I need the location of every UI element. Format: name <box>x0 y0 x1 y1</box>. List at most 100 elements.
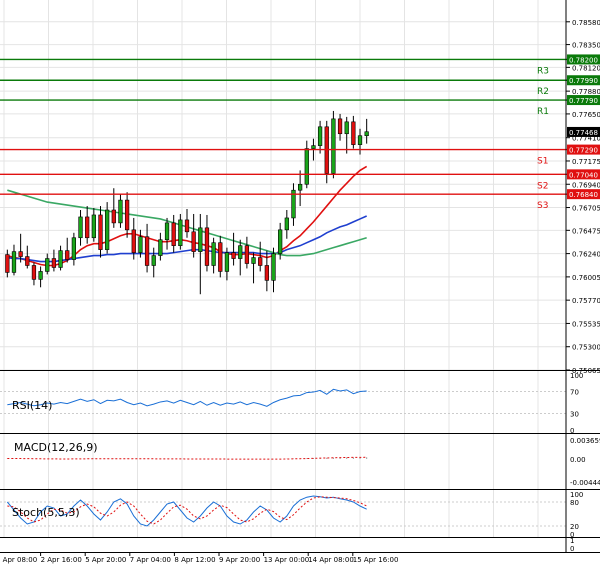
candle-body <box>151 255 156 266</box>
candle-body <box>344 121 349 135</box>
level-name: S1 <box>537 157 548 167</box>
macd-panel: MACD(12,26,9) 0.003659 0.00 -0.004448 <box>0 434 600 490</box>
rsi-grid <box>0 371 566 433</box>
candle-body <box>317 126 323 146</box>
candle-body <box>111 209 116 224</box>
level-price-box <box>567 75 600 86</box>
price-tick-label: 0.76005 <box>572 274 600 282</box>
candle-body <box>304 148 309 185</box>
time-tick-label: 15 Apr 16:00 <box>353 556 399 564</box>
candle-body <box>238 245 243 259</box>
macd-tick-label: -0.004448 <box>570 479 600 487</box>
time-tick-label: 7 Apr 04:00 <box>130 556 171 564</box>
candle-body <box>264 265 269 281</box>
price-tick-label: 0.76475 <box>572 227 600 235</box>
candle-body <box>211 242 216 266</box>
candle-body <box>364 131 369 137</box>
level-price-box <box>567 95 600 106</box>
level-price-box <box>567 54 600 65</box>
price-tick-label: 0.75770 <box>572 297 600 305</box>
candle-body <box>218 242 223 272</box>
candle-body <box>258 257 263 266</box>
price-tick-label: 0.76240 <box>572 251 600 259</box>
price-tick-label: 0.76940 <box>572 181 600 189</box>
price-tick-label: 0.77410 <box>572 135 600 143</box>
price-tick-label: 0.77650 <box>572 111 600 119</box>
candle-body <box>251 257 256 264</box>
candle-body <box>244 245 250 264</box>
stoch-tick-label: 100 <box>570 491 583 499</box>
candle-body <box>105 209 110 250</box>
price-tick-label: 0.75535 <box>572 320 600 328</box>
stoch-tick-label: 80 <box>570 499 579 507</box>
rsi-label: RSI(14) <box>12 399 52 412</box>
candle-body <box>291 189 296 219</box>
candle-body <box>18 251 23 257</box>
stoch-signal-line <box>7 496 367 525</box>
price-panel: R3 0.78200 R2 0.77990 R1 0.77790 S1 0.77290 S2 0.… <box>0 0 600 375</box>
candle-body <box>271 253 276 281</box>
candle-body <box>131 229 136 253</box>
level-name: S3 <box>537 201 548 211</box>
candle-body <box>91 214 96 239</box>
candle-body <box>124 199 130 231</box>
level-name: R1 <box>537 107 549 117</box>
last-price-box <box>567 126 600 137</box>
level-price-box <box>567 189 600 200</box>
last-price-label: 0.77468 <box>569 129 598 137</box>
candles <box>5 110 369 295</box>
candle-body <box>311 145 316 149</box>
level-price-label: 0.78200 <box>569 56 598 64</box>
candle-body <box>5 254 10 273</box>
level-name: R2 <box>537 87 549 97</box>
candle-body <box>58 250 63 268</box>
macd-tick-label: 0.003659 <box>570 437 600 445</box>
stoch-label: Stoch(5,5,3) <box>12 506 80 519</box>
level-price-box <box>567 169 600 180</box>
candle-body <box>45 258 50 272</box>
rsi-tick-label: 30 <box>570 411 579 419</box>
time-tick-label: 1 Apr 08:00 <box>0 556 37 564</box>
candle-body <box>85 216 90 239</box>
price-tick-label: 0.75300 <box>572 344 600 352</box>
candle-body <box>25 256 30 266</box>
candle-body <box>158 239 163 256</box>
candle-body <box>204 227 210 266</box>
candle-body <box>231 252 236 259</box>
candle-body <box>198 227 203 252</box>
candle-body <box>71 237 77 260</box>
level-price-box <box>567 144 600 155</box>
candle-body <box>337 118 343 135</box>
candle-body <box>98 214 103 250</box>
macd-histogram <box>6 457 368 460</box>
stoch-lines <box>6 495 367 527</box>
stoch-tick-label: 0 <box>570 531 574 539</box>
bottom-axis-1: 1 <box>570 537 574 545</box>
stoch-main-line <box>6 495 367 527</box>
time-axis: 1 Apr 08:00 2 Apr 16:00 5 Apr 20:00 7 Apr 0… <box>0 552 398 564</box>
candle-body <box>171 222 176 246</box>
candle-body <box>331 118 336 174</box>
candle-body <box>11 251 17 273</box>
level-price-label: 0.77290 <box>569 147 598 155</box>
stoch-tick-label: 20 <box>570 523 579 531</box>
bottom-axis-0: 0 <box>570 545 574 553</box>
candle-body <box>178 219 183 246</box>
level-price-label: 0.77040 <box>569 171 598 179</box>
time-tick-label: 2 Apr 16:00 <box>41 556 82 564</box>
time-tick-label: 9 Apr 20:00 <box>219 556 260 564</box>
macd-axis: 0.003659 0.00 -0.004448 <box>570 437 600 487</box>
candle-body <box>65 250 70 260</box>
candle-body <box>31 265 37 280</box>
candle-body <box>351 121 356 145</box>
rsi-axis: 100 70 30 0 <box>570 372 583 435</box>
candle-body <box>78 216 83 239</box>
candle-body <box>164 222 170 241</box>
price-tick-label: 0.77175 <box>572 158 600 166</box>
time-tick-label: 14 Apr 08:00 <box>308 556 354 564</box>
candle-body <box>284 217 289 231</box>
rsi-panel: RSI(14) 100 70 30 0 <box>0 371 600 435</box>
